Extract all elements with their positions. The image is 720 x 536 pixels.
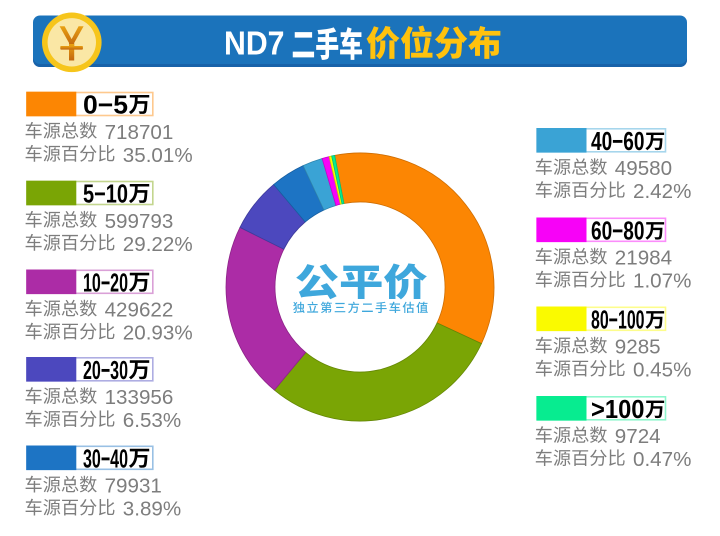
- svg-text:35.01%: 35.01%: [123, 144, 193, 167]
- svg-text:1.07%: 1.07%: [633, 270, 691, 293]
- svg-text:9724: 9724: [615, 425, 661, 448]
- svg-text:0−5: 0−5: [83, 90, 128, 120]
- svg-text:5−10: 5−10: [83, 179, 128, 209]
- svg-text:20.93%: 20.93%: [123, 322, 193, 345]
- svg-text:599793: 599793: [105, 210, 174, 233]
- svg-text:0.45%: 0.45%: [633, 359, 691, 382]
- svg-text:133956: 133956: [105, 386, 174, 409]
- svg-text:9285: 9285: [615, 336, 661, 359]
- svg-text:10−20: 10−20: [83, 268, 128, 298]
- svg-text:79931: 79931: [105, 475, 162, 498]
- svg-text:6.53%: 6.53%: [123, 409, 181, 432]
- svg-text:30−40: 30−40: [83, 444, 128, 474]
- svg-text:40−60: 40−60: [591, 126, 645, 156]
- svg-text:429622: 429622: [105, 299, 174, 322]
- svg-text:49580: 49580: [615, 157, 672, 180]
- svg-text:ND7: ND7: [224, 24, 285, 61]
- svg-text:80−100: 80−100: [591, 305, 645, 335]
- svg-text:20−30: 20−30: [83, 355, 128, 385]
- svg-text:3.89%: 3.89%: [123, 498, 181, 521]
- svg-text:>100: >100: [591, 394, 645, 424]
- svg-text:0.47%: 0.47%: [633, 448, 691, 471]
- svg-text:21984: 21984: [615, 247, 672, 270]
- svg-text:29.22%: 29.22%: [123, 233, 193, 256]
- svg-text:60−80: 60−80: [591, 216, 645, 246]
- svg-text:718701: 718701: [105, 121, 174, 144]
- svg-text:2.42%: 2.42%: [633, 180, 691, 203]
